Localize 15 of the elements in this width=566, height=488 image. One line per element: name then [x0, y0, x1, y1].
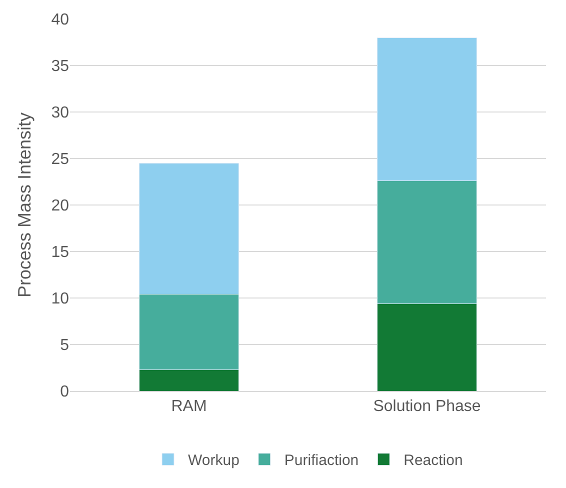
legend-label: Reaction: [404, 452, 463, 470]
x-tick-label: RAM: [171, 398, 207, 416]
y-tick-label: 35: [51, 58, 70, 76]
x-tick-label: Solution Phase: [373, 398, 481, 416]
y-tick-label: 25: [51, 151, 70, 168]
y-tick-label: 20: [51, 198, 70, 215]
y-axis-title: Process Mass Intensity: [14, 112, 34, 298]
y-tick-label: 40: [51, 12, 70, 29]
legend-label: Purifiaction: [284, 452, 359, 470]
y-tick-label: 15: [51, 244, 70, 262]
y-tick-label: 5: [60, 337, 70, 354]
legend-label: Workup: [188, 452, 240, 470]
y-tick-label: 30: [51, 104, 70, 122]
y-tick-label: 0: [60, 384, 70, 401]
y-tick-label: 10: [51, 290, 70, 308]
